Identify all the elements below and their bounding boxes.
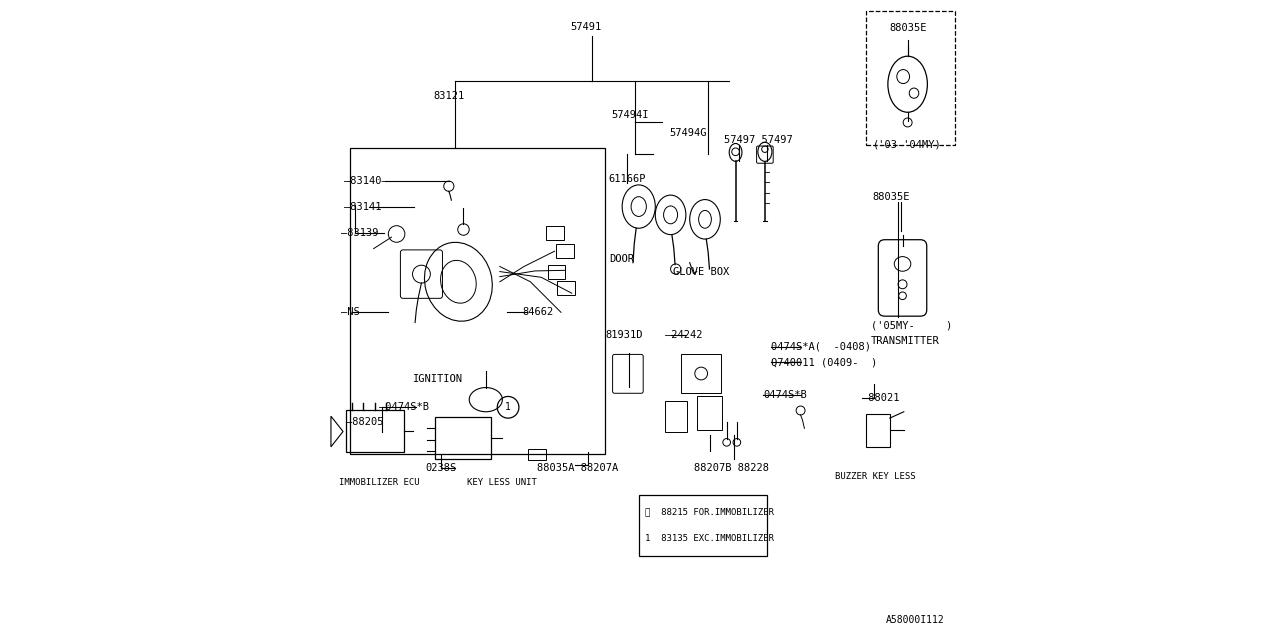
Text: 57497 57497: 57497 57497: [724, 135, 792, 145]
Text: 84662: 84662: [522, 307, 553, 317]
Text: 57494G: 57494G: [669, 128, 707, 138]
Text: —83140———————: —83140———————: [344, 176, 425, 186]
Text: 0238S: 0238S: [425, 463, 457, 473]
Text: 88035E: 88035E: [873, 192, 910, 202]
Text: 61166P: 61166P: [608, 173, 645, 184]
Text: —83139—: —83139—: [340, 228, 384, 237]
Text: 57491: 57491: [570, 22, 602, 32]
Text: 88035A 88207A: 88035A 88207A: [536, 463, 618, 473]
Text: —24242: —24242: [666, 330, 703, 340]
Text: 88035E: 88035E: [888, 23, 927, 33]
Text: 83121: 83121: [433, 91, 465, 100]
Bar: [349, 148, 605, 454]
Text: 81931D: 81931D: [605, 330, 643, 340]
Text: KEY LESS UNIT: KEY LESS UNIT: [467, 478, 536, 487]
Text: —88021: —88021: [861, 393, 900, 403]
Text: A58000I112: A58000I112: [886, 614, 945, 625]
Text: ①  88215 FOR.IMMOBILIZER: ① 88215 FOR.IMMOBILIZER: [645, 508, 774, 516]
Text: Q740011 (0409-  ): Q740011 (0409- ): [772, 357, 878, 367]
Text: BUZZER KEY LESS: BUZZER KEY LESS: [835, 472, 915, 481]
Text: 1: 1: [506, 403, 511, 412]
Text: —0474S*B: —0474S*B: [379, 403, 429, 412]
Text: 57494I: 57494I: [612, 110, 649, 120]
Bar: [639, 495, 768, 556]
Text: GLOVE BOX: GLOVE BOX: [673, 268, 730, 277]
Text: ('03-'04MY): ('03-'04MY): [873, 140, 942, 150]
Text: TRANSMITTER: TRANSMITTER: [870, 336, 940, 346]
Text: —83141: —83141: [344, 202, 381, 212]
Text: IGNITION: IGNITION: [412, 374, 462, 383]
Text: 0474S*B: 0474S*B: [763, 390, 806, 399]
Text: ('05MY-     ): ('05MY- ): [870, 320, 952, 330]
Text: DOOR: DOOR: [609, 255, 635, 264]
Text: 1  83135 EXC.IMMOBILIZER: 1 83135 EXC.IMMOBILIZER: [645, 534, 774, 543]
Text: —88205: —88205: [346, 417, 383, 427]
Text: 0474S*A(  -0408): 0474S*A( -0408): [772, 342, 872, 352]
Text: —NS: —NS: [340, 307, 360, 317]
Text: IMMOBILIZER ECU: IMMOBILIZER ECU: [339, 478, 420, 487]
Bar: [867, 11, 955, 145]
Text: 88207B 88228: 88207B 88228: [694, 463, 769, 473]
